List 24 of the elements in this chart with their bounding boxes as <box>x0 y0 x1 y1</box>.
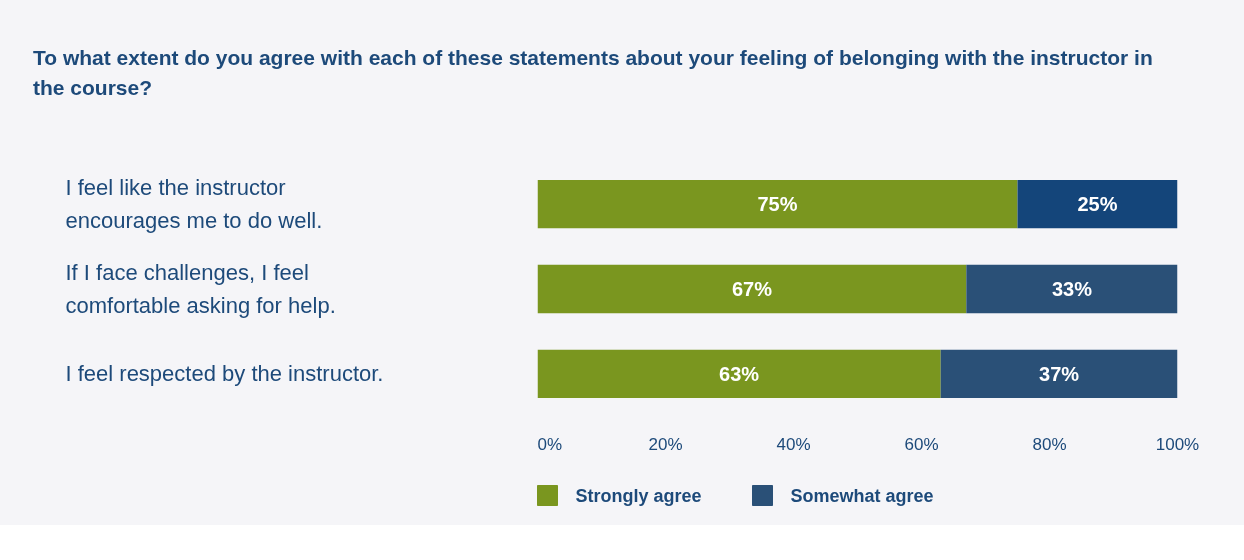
bar <box>537 264 967 314</box>
data-label: 75% <box>757 193 798 216</box>
x-tick-label: 60% <box>904 434 939 454</box>
x-tick-label: 0% <box>537 434 563 454</box>
bar <box>940 349 1178 399</box>
data-label: 67% <box>731 277 773 300</box>
bar <box>537 179 1018 229</box>
y-tick-label: I feel like the instructor encourages me to do well. <box>65 175 323 233</box>
data-label: 25% <box>1077 193 1118 216</box>
y-tick-label: If I face challenges, I feel comfortable asking for help. <box>65 260 336 318</box>
bar <box>537 349 941 399</box>
x-tick-label: 40% <box>776 434 811 454</box>
legend-label: Strongly agree <box>575 485 702 506</box>
legend-label: Somewhat agree <box>790 485 934 506</box>
y-tick-label: I feel respected by the instructor. <box>65 361 384 387</box>
data-label: 33% <box>1051 277 1093 300</box>
chart-title: To what extent do you agree with each of these statements about your feeling of belonging with the instructor in the course? <box>33 45 1154 102</box>
x-tick-label: 100% <box>1155 434 1200 454</box>
x-tick-label: 20% <box>648 434 683 454</box>
bar <box>966 264 1178 314</box>
x-tick-label: 80% <box>1032 434 1067 454</box>
bar <box>1017 179 1178 229</box>
data-label: 37% <box>1039 362 1080 385</box>
data-label: 63% <box>719 362 760 385</box>
